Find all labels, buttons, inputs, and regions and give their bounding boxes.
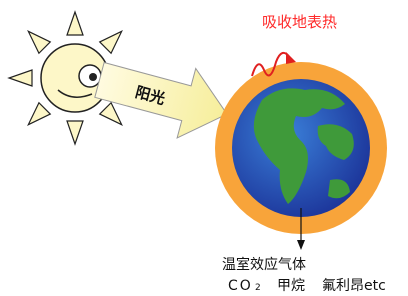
- methane: 甲烷: [277, 278, 305, 294]
- page: 阳光 吸收地表热 温室效应气体 CO 2 甲烷 氟利昂etc (() => { …: [0, 0, 408, 296]
- absorb-label: 吸收地表热: [262, 13, 337, 31]
- diagram: 阳光 吸收地表热 温室效应气体 CO 2 甲烷 氟利昂etc: [0, 0, 408, 296]
- sun-pupil: [89, 73, 97, 81]
- co2-subscript: 2: [255, 283, 261, 293]
- gas-title: 温室效应气体: [222, 256, 306, 273]
- cfc: 氟利昂etc: [322, 278, 386, 294]
- heat-arrowhead: [286, 52, 296, 64]
- sunlight-arrow: 阳光: [90, 45, 236, 149]
- gas-pointer-head: [297, 240, 305, 250]
- co2: CO: [228, 278, 253, 294]
